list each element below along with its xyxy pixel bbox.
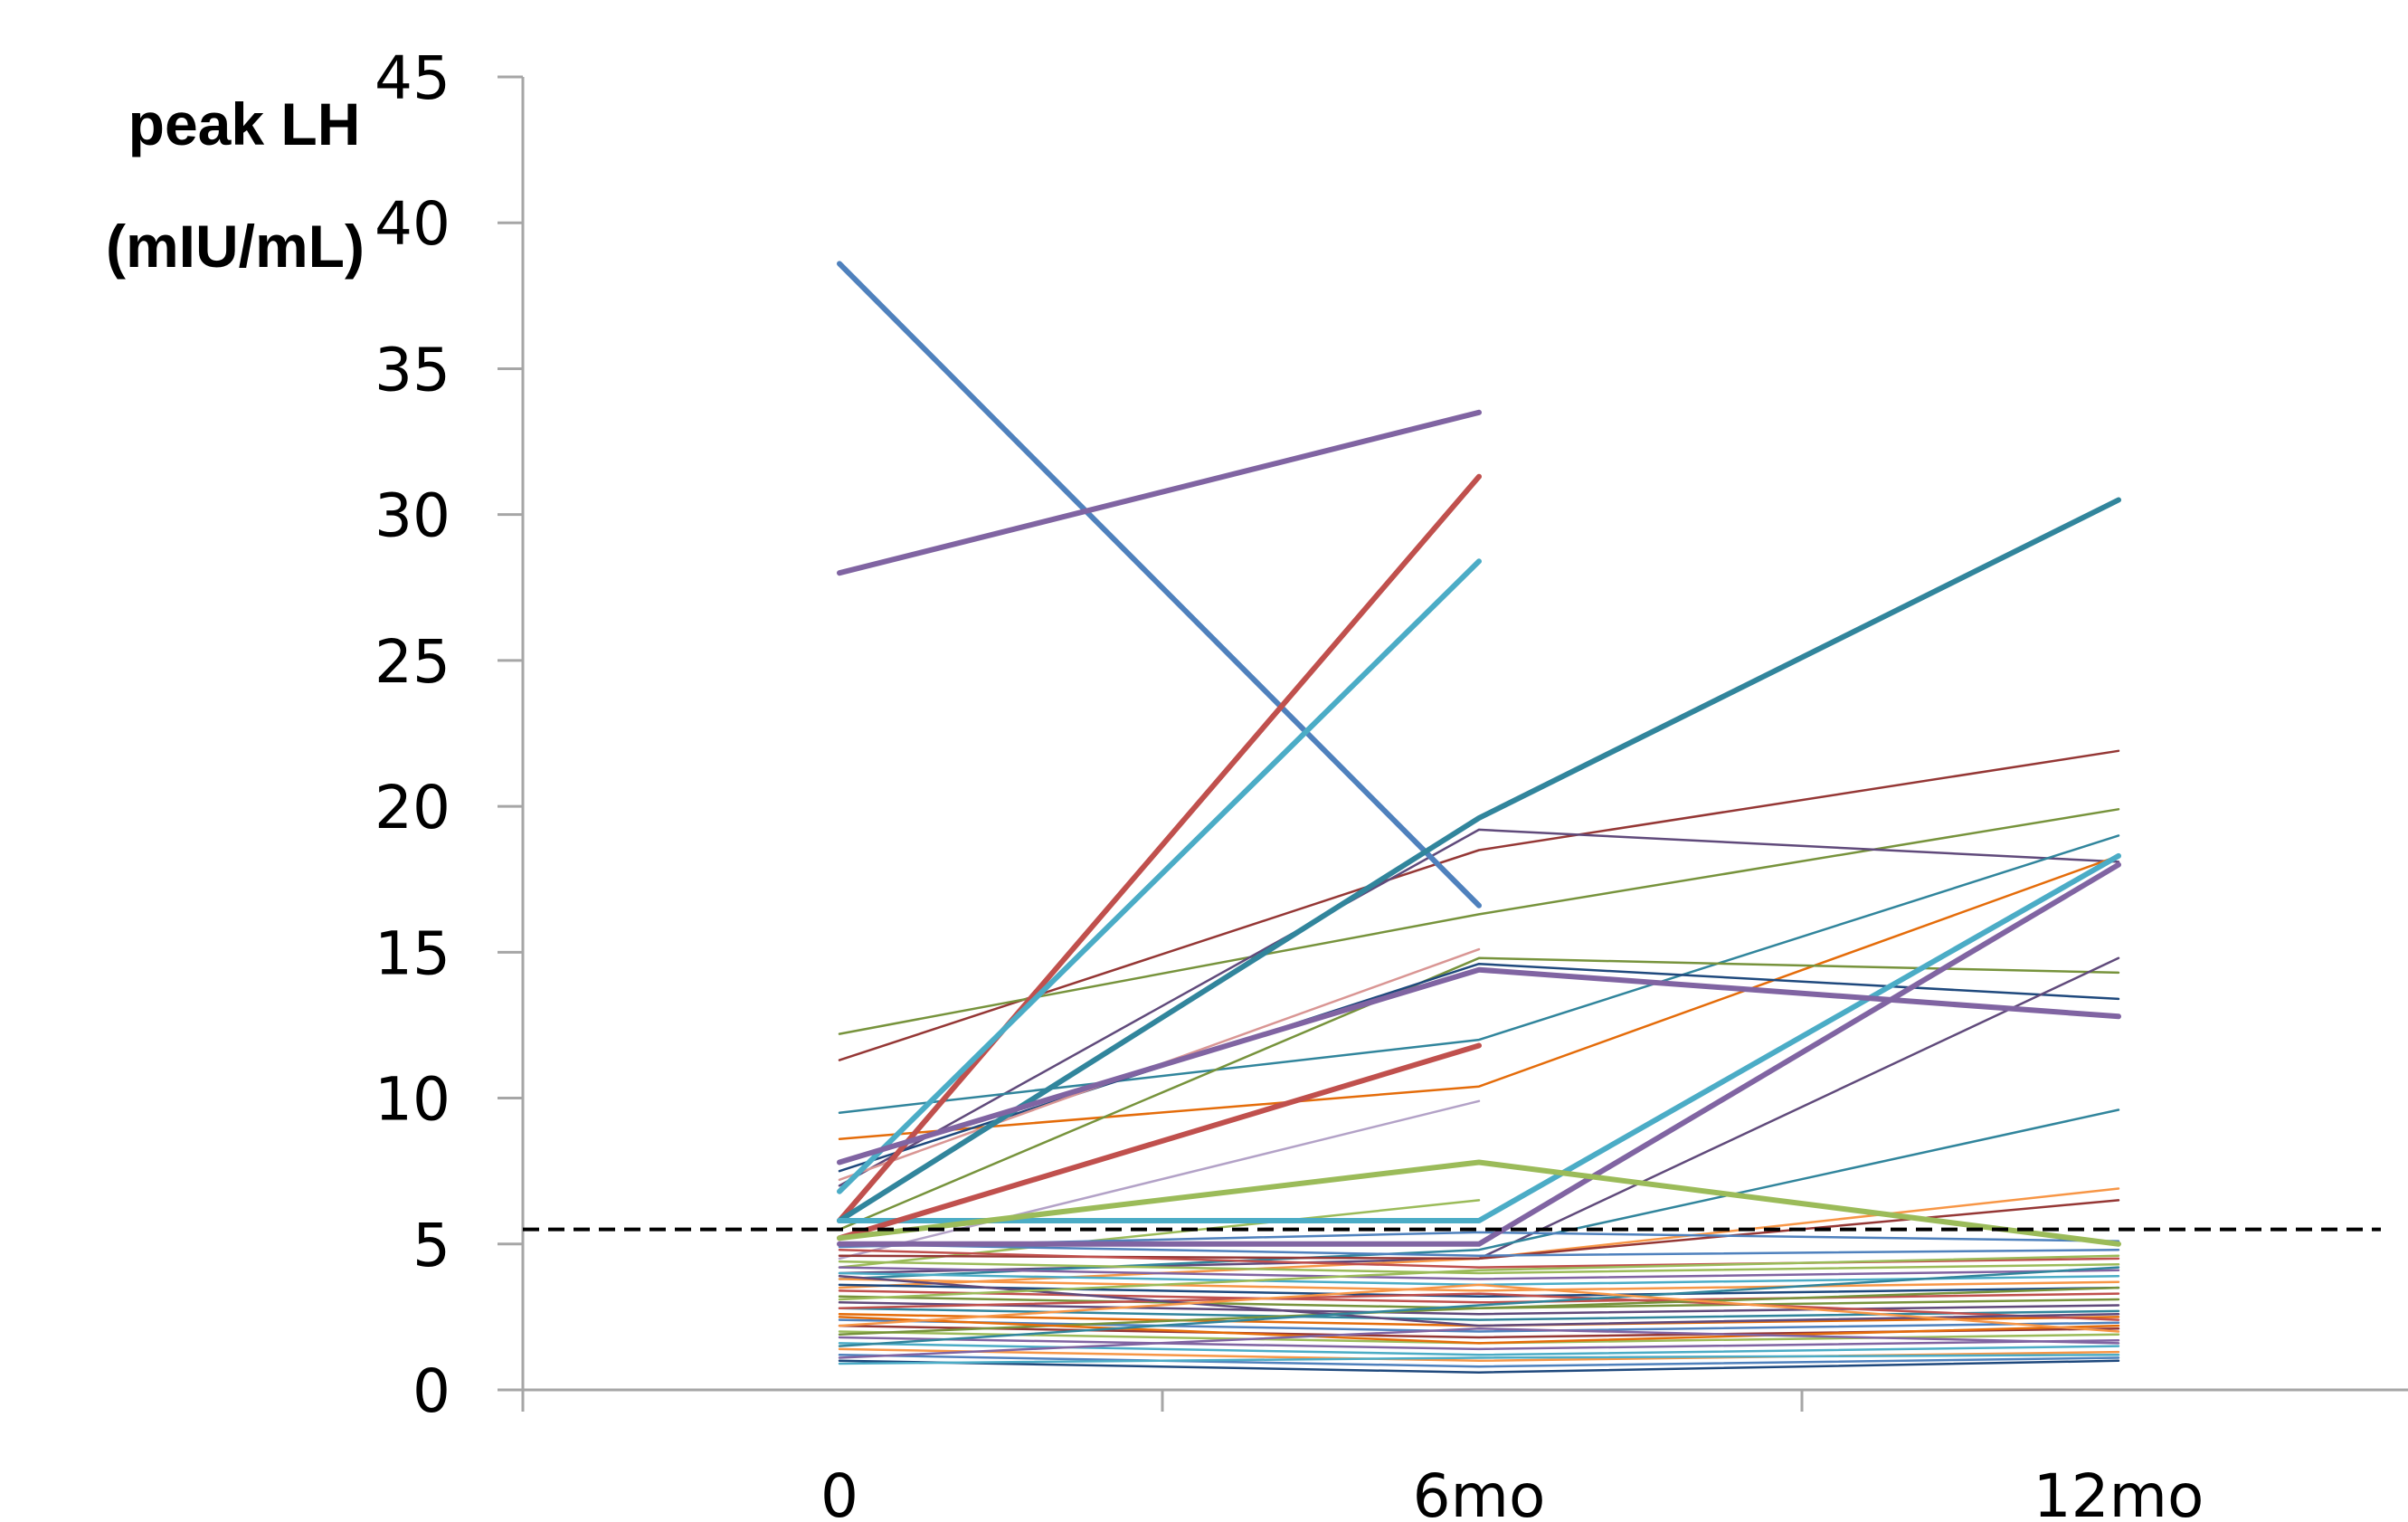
series-line xyxy=(837,966,2121,1165)
y-tick-label: 35 xyxy=(374,335,450,404)
series-line xyxy=(837,861,2121,1247)
series-line xyxy=(838,1242,2120,1257)
series-line xyxy=(837,473,1482,1223)
x-category-label: 0 xyxy=(820,1461,858,1522)
y-tick-label: 10 xyxy=(374,1065,450,1135)
series-line xyxy=(837,558,1482,1194)
series-line xyxy=(837,497,2121,1223)
series-lines xyxy=(837,261,2121,1374)
x-category-label: 12mo xyxy=(2034,1461,2204,1522)
y-tick-label: 0 xyxy=(412,1356,450,1426)
series-line xyxy=(837,409,1482,576)
series-line xyxy=(837,261,1482,908)
series-line xyxy=(838,956,2120,1231)
series-line xyxy=(838,828,2120,1187)
series-line xyxy=(838,749,2120,1061)
series-line xyxy=(838,1316,2120,1345)
x-category-label: 6mo xyxy=(1413,1461,1546,1522)
series-line xyxy=(838,1292,2120,1321)
series-line xyxy=(838,808,2120,1035)
series-line xyxy=(838,834,2120,1114)
series-line xyxy=(838,1260,2120,1275)
y-tick-label: 30 xyxy=(374,481,450,551)
y-axis: 0 5 10 15 20 25 30 35 40 45 xyxy=(374,43,525,1426)
series-line xyxy=(838,854,2120,1140)
y-tick-label: 45 xyxy=(374,43,450,113)
series-line xyxy=(838,1099,1481,1260)
series-line xyxy=(837,1042,1482,1241)
y-tick-label: 15 xyxy=(374,918,450,988)
series-line xyxy=(837,1159,2121,1247)
series-line xyxy=(838,1108,2120,1280)
series-line xyxy=(838,1336,2120,1351)
series-line xyxy=(838,1354,2120,1368)
series-line xyxy=(838,1354,2120,1365)
series-line xyxy=(838,1278,2120,1292)
series-line xyxy=(837,852,2121,1223)
y-tick-label: 25 xyxy=(374,627,450,697)
y-tick-label: 20 xyxy=(374,773,450,842)
series-line xyxy=(838,1301,2120,1316)
y-tick-label: 40 xyxy=(374,189,450,259)
y-axis-title-line: (mIU/mL) xyxy=(106,213,365,280)
series-line xyxy=(838,1283,2120,1333)
series-line xyxy=(838,1274,2120,1327)
series-line xyxy=(838,1266,2120,1280)
y-axis-title-line: peak LH xyxy=(128,90,361,157)
y-tick-label: 5 xyxy=(412,1211,450,1280)
series-line xyxy=(838,1318,2120,1333)
series-line xyxy=(838,1327,2120,1359)
series-line xyxy=(838,1266,2120,1347)
series-line xyxy=(838,1254,2120,1301)
y-axis-title: peak LH (mIU/mL) xyxy=(106,90,365,280)
series-line xyxy=(838,1289,2120,1304)
x-axis: 0 6mo 12mo xyxy=(521,1388,2408,1522)
series-line xyxy=(838,1359,2120,1374)
